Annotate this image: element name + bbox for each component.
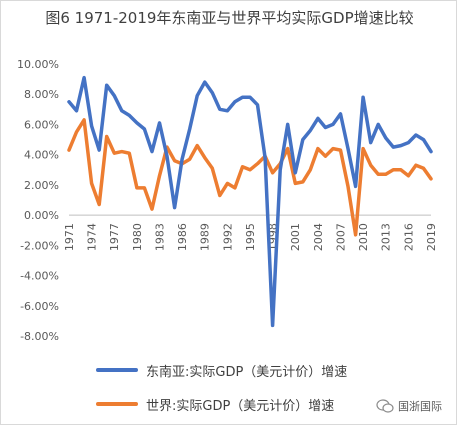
y-tick-label: -6.00% xyxy=(20,300,59,313)
x-tick-label: 2016 xyxy=(402,223,415,251)
y-tick-label: 8.00% xyxy=(24,88,59,101)
x-tick-label: 2010 xyxy=(357,223,370,251)
x-tick-label: 1989 xyxy=(199,223,212,251)
series-line-southeast-asia xyxy=(67,75,433,328)
x-tick-label: 1977 xyxy=(108,223,121,251)
x-tick-label: 2019 xyxy=(425,223,438,251)
y-tick-label: -2.00% xyxy=(20,239,59,252)
y-tick-label: -4.00% xyxy=(20,270,59,283)
legend-label-world: 世界:实际GDP（美元计价）增速 xyxy=(146,399,335,414)
x-tick-label: 1983 xyxy=(154,223,167,251)
x-tick-label: 1992 xyxy=(221,223,234,251)
y-axis-ticks: 10.00% 8.00% 6.00% 4.00% 2.00% 0.00% -2.00% -4.… xyxy=(17,58,59,343)
x-tick-label: 2007 xyxy=(335,223,348,251)
chart-title: 图6 1971-2019年东南亚与世界平均实际GDP增速比较 xyxy=(45,9,414,27)
y-tick-label: 2.00% xyxy=(24,179,59,192)
legend-label-southeast-asia: 东南亚:实际GDP（美元计价）增速 xyxy=(146,365,348,380)
series-line-world xyxy=(67,118,433,237)
x-tick-label: 2013 xyxy=(380,223,393,251)
legend-swatch-world xyxy=(96,402,138,406)
watermark-text: 国浙国际 xyxy=(398,400,442,413)
x-tick-label: 2004 xyxy=(312,223,325,251)
x-tick-label: 1971 xyxy=(63,223,76,251)
watermark: 国浙国际 xyxy=(376,398,442,414)
series-group xyxy=(67,75,433,328)
legend-swatch-southeast-asia xyxy=(96,368,138,372)
x-tick-label: 1995 xyxy=(244,223,257,251)
y-tick-label: -8.00% xyxy=(20,330,59,343)
wechat-icon xyxy=(376,399,394,413)
y-tick-label: 4.00% xyxy=(24,149,59,162)
x-tick-label: 2001 xyxy=(289,223,302,251)
y-tick-label: 0.00% xyxy=(24,209,59,222)
x-tick-label: 1986 xyxy=(176,223,189,251)
x-tick-label: 1974 xyxy=(86,223,99,251)
y-tick-label: 6.00% xyxy=(24,118,59,131)
y-tick-label: 10.00% xyxy=(17,58,59,71)
x-axis-ticks: 1971 1974 1977 1980 1983 1986 1989 1992 1995 1998… xyxy=(63,223,438,251)
x-tick-label: 1980 xyxy=(131,223,144,251)
